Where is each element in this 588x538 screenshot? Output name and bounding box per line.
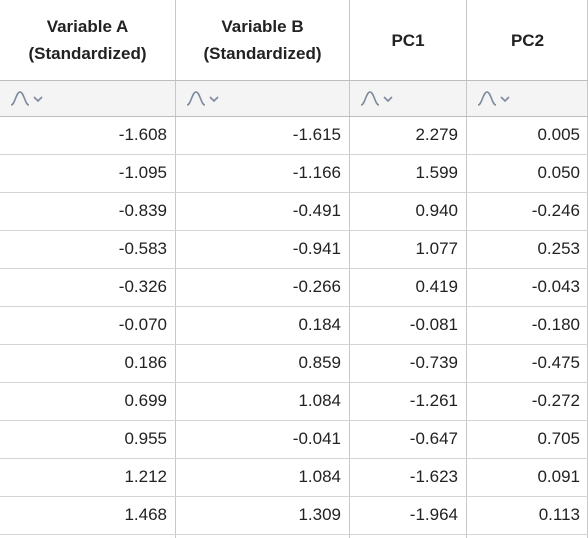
table-cell[interactable]: 0.419 [415, 277, 458, 296]
table-cell[interactable]: 0.940 [415, 201, 458, 220]
table-cell[interactable]: 0.955 [124, 429, 167, 448]
row-divider [0, 80, 588, 81]
filter-cell-pc2[interactable] [467, 80, 588, 116]
column-header-variable-b[interactable]: Variable B (Standardized) [176, 0, 349, 80]
column-header-variable-a[interactable]: Variable A (Standardized) [0, 0, 175, 80]
distribution-filter-icon[interactable] [360, 89, 394, 107]
column-header-subtitle: (Standardized) [203, 44, 322, 63]
table-cell[interactable]: 1.077 [415, 239, 458, 258]
table-cell[interactable]: -1.608 [118, 125, 167, 144]
column-header-title: PC1 [391, 30, 425, 50]
table-cell[interactable]: 1.084 [298, 391, 341, 410]
table-cell[interactable]: -1.261 [409, 391, 458, 410]
table-cell[interactable]: -0.246 [531, 201, 580, 220]
table-cell[interactable]: -0.647 [409, 429, 458, 448]
table-cell[interactable]: 0.091 [537, 467, 580, 486]
row-divider [0, 192, 588, 193]
column-header-title: PC2 [510, 30, 545, 50]
table-cell[interactable]: -1.623 [409, 467, 458, 486]
table-cell[interactable]: -0.041 [292, 429, 341, 448]
table-cell[interactable]: -0.043 [531, 277, 580, 296]
table-cell[interactable]: -0.739 [409, 353, 458, 372]
table-cell[interactable]: -0.272 [531, 391, 580, 410]
table-cell[interactable]: 0.050 [537, 163, 580, 182]
row-divider [0, 344, 588, 345]
table-cell[interactable]: 0.113 [538, 505, 580, 524]
row-divider [0, 306, 588, 307]
column-divider [466, 0, 467, 538]
table-cell[interactable]: 0.186 [124, 353, 167, 372]
column-header-title: Variable B [221, 17, 304, 36]
column-header-pc2[interactable]: PC2 [467, 0, 588, 80]
table-cell[interactable]: -1.095 [118, 163, 167, 182]
table-cell[interactable]: -0.491 [292, 201, 341, 220]
column-header-subtitle: (Standardized) [28, 44, 147, 63]
row-divider [0, 230, 588, 231]
row-divider [0, 458, 588, 459]
filter-cell-variable-b[interactable] [176, 80, 349, 116]
filter-cell-pc1[interactable] [350, 80, 466, 116]
row-divider [0, 534, 588, 535]
table-cell[interactable]: -0.839 [118, 201, 167, 220]
table-cell[interactable]: 0.705 [537, 429, 580, 448]
column-divider [175, 0, 176, 538]
filter-cell-variable-a[interactable] [0, 80, 175, 116]
table-cell[interactable]: 0.005 [537, 125, 580, 144]
table-cell[interactable]: 1.468 [124, 505, 167, 524]
row-divider [0, 268, 588, 269]
distribution-filter-icon[interactable] [10, 89, 44, 107]
row-divider [0, 382, 588, 383]
table-cell[interactable]: 1.599 [415, 163, 458, 182]
table-cell[interactable]: 0.859 [298, 353, 341, 372]
table-cell[interactable]: -1.166 [292, 163, 341, 182]
distribution-filter-icon[interactable] [477, 89, 511, 107]
row-divider [0, 420, 588, 421]
column-header-title: Variable A [46, 17, 129, 36]
table-cell[interactable]: -0.583 [118, 239, 167, 258]
table-cell[interactable]: 2.279 [415, 125, 458, 144]
table-cell[interactable]: 0.184 [298, 315, 341, 334]
column-divider [349, 0, 350, 538]
table-cell[interactable]: 1.212 [124, 467, 167, 486]
table-cell[interactable]: -0.326 [118, 277, 167, 296]
row-divider [0, 154, 588, 155]
table-cell[interactable]: -1.615 [292, 125, 341, 144]
row-divider [0, 496, 588, 497]
table-cell[interactable]: -0.475 [531, 353, 580, 372]
table-cell[interactable]: -0.081 [409, 315, 458, 334]
table-cell[interactable]: -1.964 [409, 505, 458, 524]
table-cell[interactable]: 1.084 [298, 467, 341, 486]
table-cell[interactable]: -0.941 [292, 239, 341, 258]
table-cell[interactable]: 0.699 [124, 391, 167, 410]
table-cell[interactable]: -0.266 [292, 277, 341, 296]
column-header-pc1[interactable]: PC1 [350, 0, 466, 80]
table-cell[interactable]: -0.070 [118, 315, 167, 334]
table-cell[interactable]: -0.180 [531, 315, 580, 334]
table-cell[interactable]: 0.253 [537, 239, 580, 258]
row-divider [0, 116, 588, 117]
distribution-filter-icon[interactable] [186, 89, 220, 107]
table-cell[interactable]: 1.309 [298, 505, 341, 524]
